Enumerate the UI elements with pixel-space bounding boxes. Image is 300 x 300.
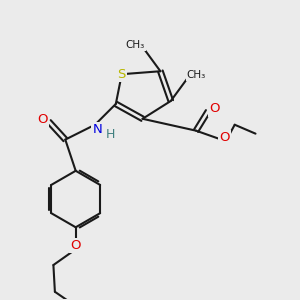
Text: O: O — [209, 103, 220, 116]
Text: S: S — [118, 68, 126, 81]
Text: O: O — [70, 238, 81, 252]
Text: CH₃: CH₃ — [186, 70, 206, 80]
Text: N: N — [92, 123, 102, 136]
Text: O: O — [219, 131, 230, 144]
Text: H: H — [106, 128, 115, 141]
Text: O: O — [37, 113, 48, 126]
Text: CH₃: CH₃ — [125, 40, 145, 50]
